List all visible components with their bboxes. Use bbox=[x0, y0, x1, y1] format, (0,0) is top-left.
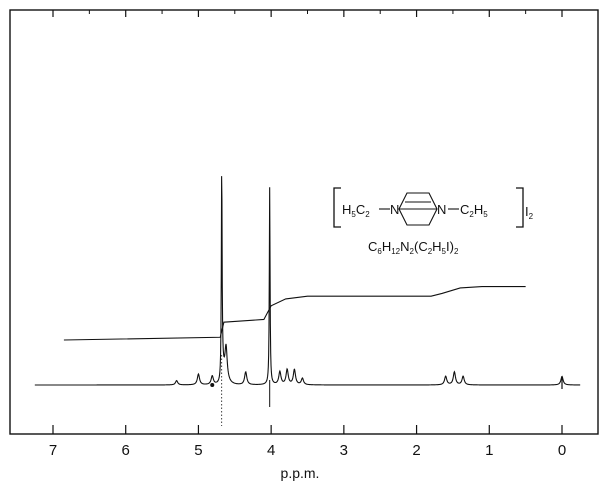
right-bracket bbox=[516, 187, 524, 228]
molecular-formula: C6H12N2(C2H5I)2 bbox=[368, 239, 459, 256]
diazabicyclooctane-cage bbox=[398, 192, 438, 226]
integral-line bbox=[63, 286, 526, 341]
x-tick-label: 5 bbox=[194, 442, 202, 459]
plot-frame bbox=[9, 9, 599, 435]
right-nitrogen: N bbox=[437, 202, 446, 217]
counter-ion: I2 bbox=[525, 204, 534, 221]
x-axis-tick-labels: 7 6 5 4 3 2 1 0 bbox=[49, 442, 566, 459]
spectrum-line bbox=[34, 176, 581, 386]
left-ethyl-group: H5C2 bbox=[342, 202, 370, 219]
x-axis-ticks bbox=[52, 10, 563, 434]
x-tick-label: 4 bbox=[267, 442, 275, 459]
peak-markers bbox=[210, 383, 215, 387]
plot-border bbox=[9, 9, 599, 435]
x-tick-label: 2 bbox=[412, 442, 420, 459]
x-tick-label: 7 bbox=[49, 442, 57, 459]
x-axis-title: p.p.m. bbox=[281, 465, 320, 481]
x-tick-label: 3 bbox=[340, 442, 348, 459]
peak-marker bbox=[210, 383, 215, 387]
right-ethyl-group: C2H5 bbox=[460, 202, 488, 219]
x-tick-label: 1 bbox=[485, 442, 493, 459]
x-tick-label: 6 bbox=[122, 442, 130, 459]
spectrum-curves bbox=[34, 176, 581, 426]
x-tick-label: 0 bbox=[558, 442, 566, 459]
structural-formula: H5C2 N N C2H5 I2 C6H12N2(C2H5I)2 bbox=[333, 187, 534, 256]
left-bracket bbox=[333, 187, 341, 228]
left-nitrogen: N bbox=[390, 202, 399, 217]
